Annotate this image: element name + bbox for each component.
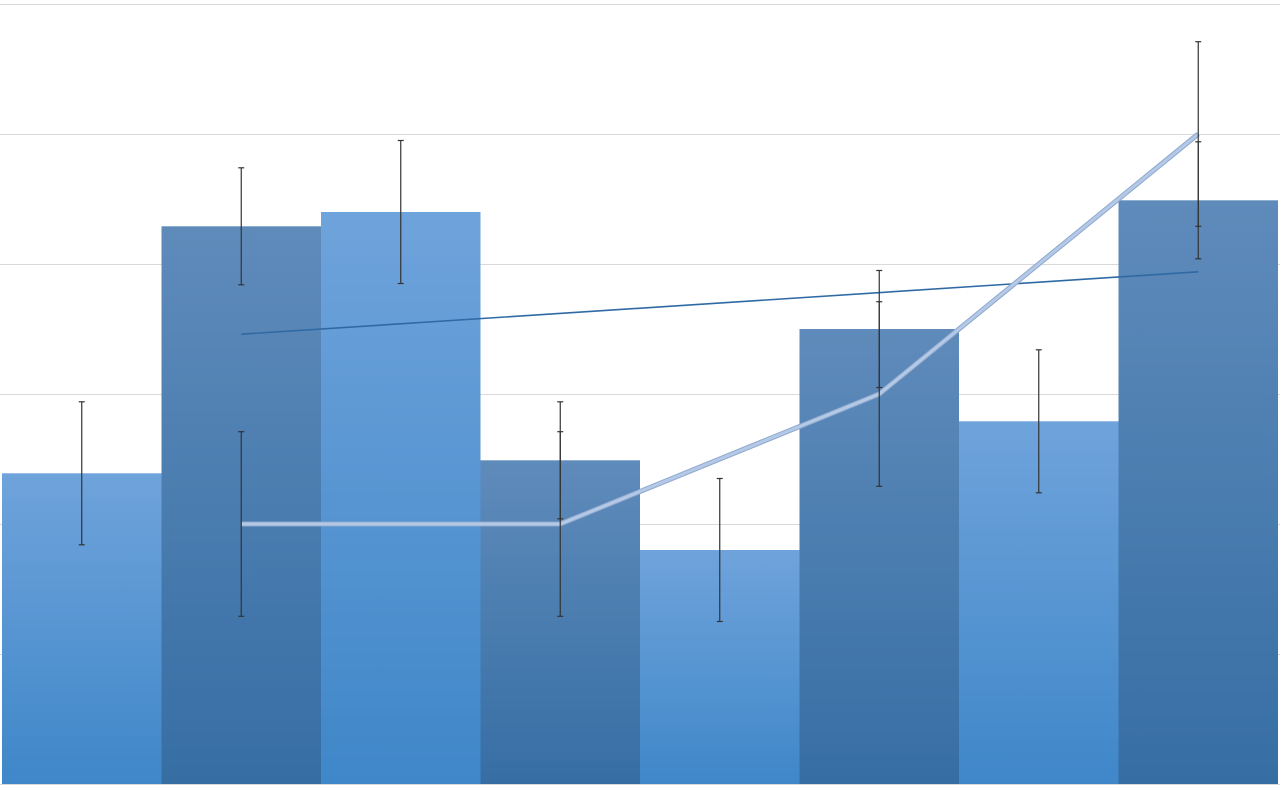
bar (321, 212, 481, 784)
trendline (241, 271, 1199, 335)
bars (2, 200, 1278, 785)
trendline-segment (241, 271, 1199, 335)
line-series (241, 132, 1200, 527)
error-bars (78, 41, 1202, 623)
line-series-path (241, 132, 1200, 526)
bar (1118, 200, 1278, 785)
